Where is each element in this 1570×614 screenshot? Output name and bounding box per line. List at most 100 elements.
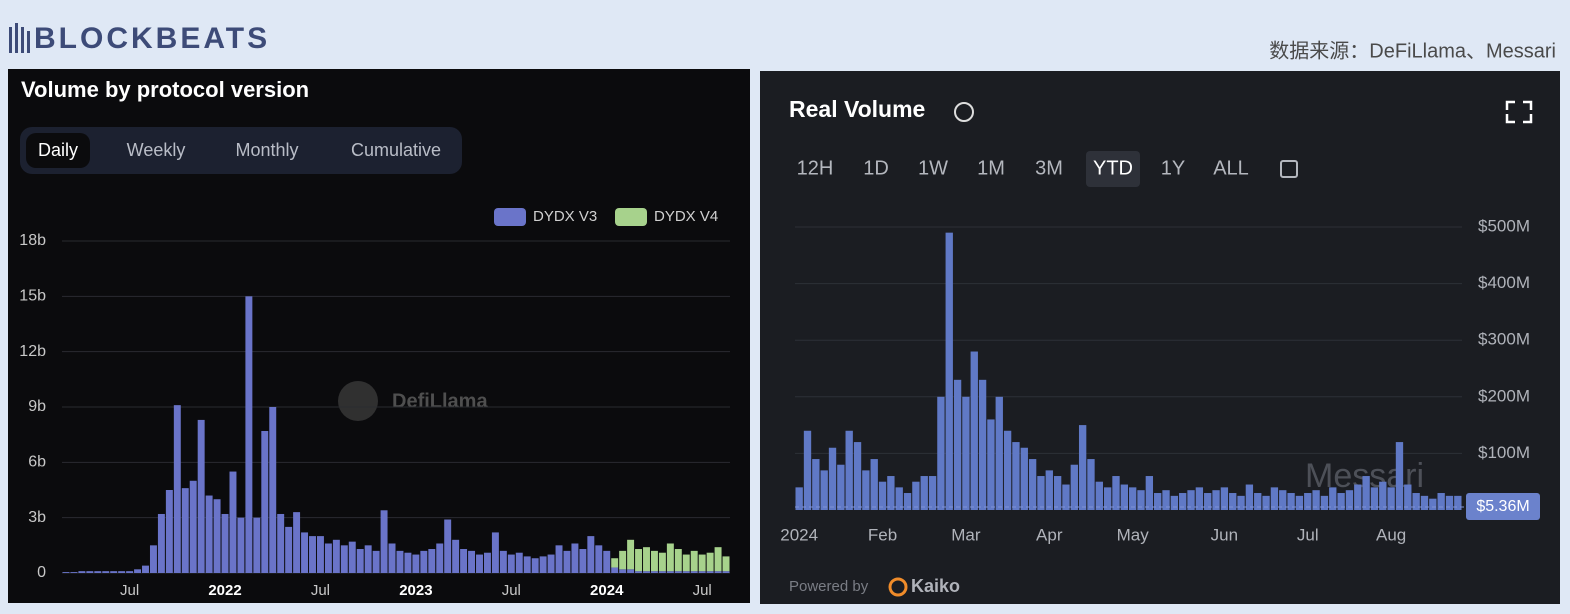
y-tick-label: 12b (19, 343, 46, 360)
bar (507, 554, 515, 573)
bar (396, 550, 404, 573)
range-button[interactable]: 3M (1035, 157, 1063, 179)
tab[interactable]: Weekly (127, 140, 186, 160)
bar (324, 543, 332, 573)
bar (1229, 493, 1237, 510)
bar (491, 532, 499, 573)
y-tick-label: $300M (1478, 330, 1530, 349)
bar (658, 552, 666, 572)
bar (1420, 495, 1429, 510)
range-button[interactable]: 1Y (1161, 157, 1185, 179)
bar (714, 571, 722, 573)
y-tick-label: $500M (1478, 216, 1530, 235)
x-tick-label: Jul (311, 582, 330, 599)
bar (635, 549, 643, 572)
bar (165, 490, 173, 573)
bar (837, 464, 845, 510)
bar (862, 470, 870, 510)
bar (643, 547, 650, 572)
tab[interactable]: Monthly (235, 140, 298, 160)
bar (870, 459, 878, 510)
bar (1145, 476, 1154, 510)
tab[interactable]: Cumulative (351, 140, 441, 160)
x-tick-label: Aug (1376, 525, 1406, 544)
bar (1312, 490, 1320, 510)
last-value-label: $5.36M (1476, 498, 1529, 515)
bar (1129, 487, 1137, 510)
bar (1437, 493, 1445, 510)
range-button[interactable]: 1D (863, 157, 889, 179)
x-tick-label: Apr (1036, 525, 1063, 544)
footer-text: Powered by (789, 578, 869, 595)
bar (706, 571, 714, 573)
bar (412, 554, 420, 573)
bar (62, 572, 70, 573)
bar (1162, 490, 1170, 510)
calendar-icon[interactable] (1280, 160, 1298, 178)
bar (682, 554, 690, 572)
bar (962, 396, 970, 510)
bar (595, 545, 603, 573)
bar (1028, 459, 1037, 510)
bar (706, 552, 714, 572)
bar (444, 519, 452, 573)
chart-title: Real Volume (789, 96, 925, 122)
bar (149, 545, 157, 573)
bar (1429, 498, 1437, 510)
bar (1387, 487, 1395, 510)
bar (1454, 495, 1462, 510)
bar (309, 536, 316, 573)
expand-icon[interactable] (1505, 100, 1533, 124)
bar (1020, 447, 1028, 510)
bar (635, 571, 643, 573)
bar (94, 571, 102, 573)
tab-bar (20, 127, 462, 174)
bar (627, 539, 635, 570)
bar (895, 487, 903, 510)
y-tick-label: $100M (1478, 443, 1530, 462)
bar (547, 554, 555, 573)
bar (1245, 484, 1254, 510)
x-tick-label: Jul (1297, 525, 1319, 544)
bar (1154, 493, 1162, 510)
bar (78, 571, 86, 573)
bar (1270, 487, 1279, 510)
bar (579, 549, 587, 573)
bar (1195, 487, 1204, 510)
bar (666, 571, 674, 573)
range-button[interactable]: YTD (1093, 157, 1133, 179)
bar (515, 552, 523, 573)
bar (1003, 430, 1012, 510)
bar (1062, 484, 1070, 510)
bar (452, 539, 460, 573)
bar (1362, 476, 1370, 510)
range-button[interactable]: 1W (918, 157, 948, 179)
tab[interactable]: Daily (38, 140, 78, 160)
bar (110, 571, 118, 573)
logo: BLOCKBEATS (34, 22, 270, 55)
bar (372, 550, 380, 573)
bar (795, 487, 803, 510)
y-tick-label: 18b (19, 232, 46, 249)
bar (611, 558, 619, 568)
bar (1354, 484, 1362, 510)
bar (555, 545, 563, 573)
info-icon[interactable] (954, 102, 974, 122)
bar (285, 526, 293, 573)
range-button[interactable]: ALL (1213, 157, 1249, 179)
bar (1254, 493, 1262, 510)
range-button[interactable]: 12H (797, 157, 834, 179)
range-button[interactable]: 1M (977, 157, 1005, 179)
y-tick-label: $200M (1478, 386, 1530, 405)
bar (845, 430, 853, 510)
bar (468, 550, 476, 573)
bar (428, 549, 436, 573)
x-tick-label: Jul (120, 582, 139, 599)
bar (173, 405, 181, 573)
x-tick-label: 2024 (780, 525, 818, 544)
bar (690, 571, 698, 573)
bar (102, 571, 110, 573)
bar (619, 550, 627, 570)
bar (1304, 493, 1312, 510)
